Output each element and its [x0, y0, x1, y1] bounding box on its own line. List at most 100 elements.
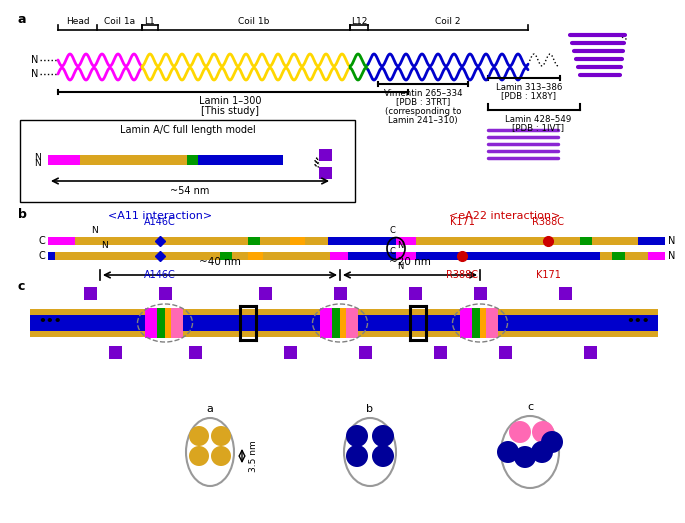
Text: C: C: [389, 226, 395, 235]
Bar: [30, 331, 658, 337]
Bar: [559, 287, 572, 300]
Bar: [584, 346, 597, 359]
Ellipse shape: [344, 418, 396, 486]
Text: [This study]: [This study]: [201, 106, 259, 116]
Bar: [48, 237, 665, 245]
Bar: [319, 167, 332, 179]
Text: N: N: [101, 241, 108, 250]
Bar: [348, 252, 396, 260]
Text: C: C: [38, 236, 45, 246]
Bar: [145, 308, 157, 338]
Text: ~54 nm: ~54 nm: [171, 186, 210, 196]
Bar: [48, 252, 55, 260]
Bar: [197, 155, 283, 165]
Bar: [480, 308, 486, 338]
Text: N: N: [34, 153, 40, 162]
Bar: [30, 315, 658, 323]
Text: a: a: [207, 404, 214, 414]
Bar: [332, 308, 340, 338]
Bar: [648, 252, 665, 260]
Text: b: b: [366, 404, 373, 414]
Bar: [84, 287, 97, 300]
Bar: [319, 149, 332, 161]
Bar: [625, 252, 648, 260]
Bar: [328, 237, 396, 245]
Text: N: N: [92, 226, 99, 235]
Text: C: C: [38, 251, 45, 261]
Text: Coil 2: Coil 2: [435, 17, 461, 27]
Text: N: N: [668, 251, 675, 261]
Bar: [220, 252, 232, 260]
Bar: [171, 308, 183, 338]
Text: N: N: [31, 55, 38, 65]
Bar: [55, 252, 220, 260]
Text: [PDB : 3TRT]: [PDB : 3TRT]: [396, 97, 450, 107]
Circle shape: [372, 445, 394, 467]
Circle shape: [497, 441, 519, 463]
Text: L1: L1: [145, 17, 155, 27]
Bar: [232, 252, 248, 260]
Bar: [260, 237, 290, 245]
Bar: [165, 308, 171, 338]
Bar: [30, 309, 658, 315]
Circle shape: [509, 421, 531, 443]
Text: ~40 nm: ~40 nm: [199, 257, 241, 267]
Bar: [20, 120, 355, 202]
Bar: [48, 252, 665, 260]
Bar: [187, 155, 197, 165]
Bar: [159, 287, 172, 300]
Bar: [409, 287, 422, 300]
Ellipse shape: [501, 416, 559, 488]
Bar: [416, 237, 580, 245]
Text: A146C: A146C: [144, 270, 176, 280]
Bar: [263, 252, 330, 260]
Bar: [109, 346, 122, 359]
Text: Head: Head: [66, 17, 89, 27]
Bar: [346, 308, 358, 338]
Text: K171: K171: [536, 270, 560, 280]
Text: (corresponding to: (corresponding to: [385, 107, 461, 116]
Text: R388C: R388C: [532, 217, 564, 227]
Bar: [396, 237, 416, 245]
Text: •••: •••: [38, 314, 62, 327]
Text: <eA22 interaction>: <eA22 interaction>: [449, 211, 560, 221]
Text: [PDB : 1IVT]: [PDB : 1IVT]: [512, 123, 564, 132]
Circle shape: [532, 421, 554, 443]
Text: N: N: [668, 236, 675, 246]
Bar: [359, 346, 372, 359]
Text: K171: K171: [449, 217, 475, 227]
Bar: [460, 308, 472, 338]
Text: Coil 1b: Coil 1b: [238, 17, 270, 27]
Bar: [48, 237, 75, 245]
Text: b: b: [18, 208, 27, 221]
Circle shape: [346, 445, 368, 467]
Circle shape: [189, 446, 209, 466]
Circle shape: [211, 446, 231, 466]
Bar: [416, 252, 600, 260]
Circle shape: [372, 425, 394, 447]
Bar: [396, 252, 416, 260]
Bar: [30, 323, 658, 331]
Bar: [80, 155, 187, 165]
Text: N: N: [34, 160, 40, 168]
Text: Lamin A/C full length model: Lamin A/C full length model: [120, 125, 256, 135]
Bar: [320, 308, 332, 338]
Text: 3.5 nm: 3.5 nm: [249, 440, 258, 472]
Bar: [290, 237, 305, 245]
Text: a: a: [18, 13, 27, 26]
Text: Lamin 241–310): Lamin 241–310): [388, 116, 458, 124]
Text: L12: L12: [351, 17, 367, 27]
Bar: [638, 237, 665, 245]
Bar: [75, 237, 248, 245]
Text: •••: •••: [626, 314, 650, 327]
Text: Coil 1a: Coil 1a: [104, 17, 135, 27]
Text: A146C: A146C: [144, 217, 176, 227]
Circle shape: [531, 441, 553, 463]
Bar: [499, 346, 512, 359]
Bar: [259, 287, 272, 300]
Text: C: C: [389, 247, 395, 256]
Text: ~20 nm: ~20 nm: [389, 257, 431, 267]
Text: c: c: [18, 280, 25, 293]
Text: Lamin 1–300: Lamin 1–300: [199, 96, 261, 106]
Circle shape: [346, 425, 368, 447]
